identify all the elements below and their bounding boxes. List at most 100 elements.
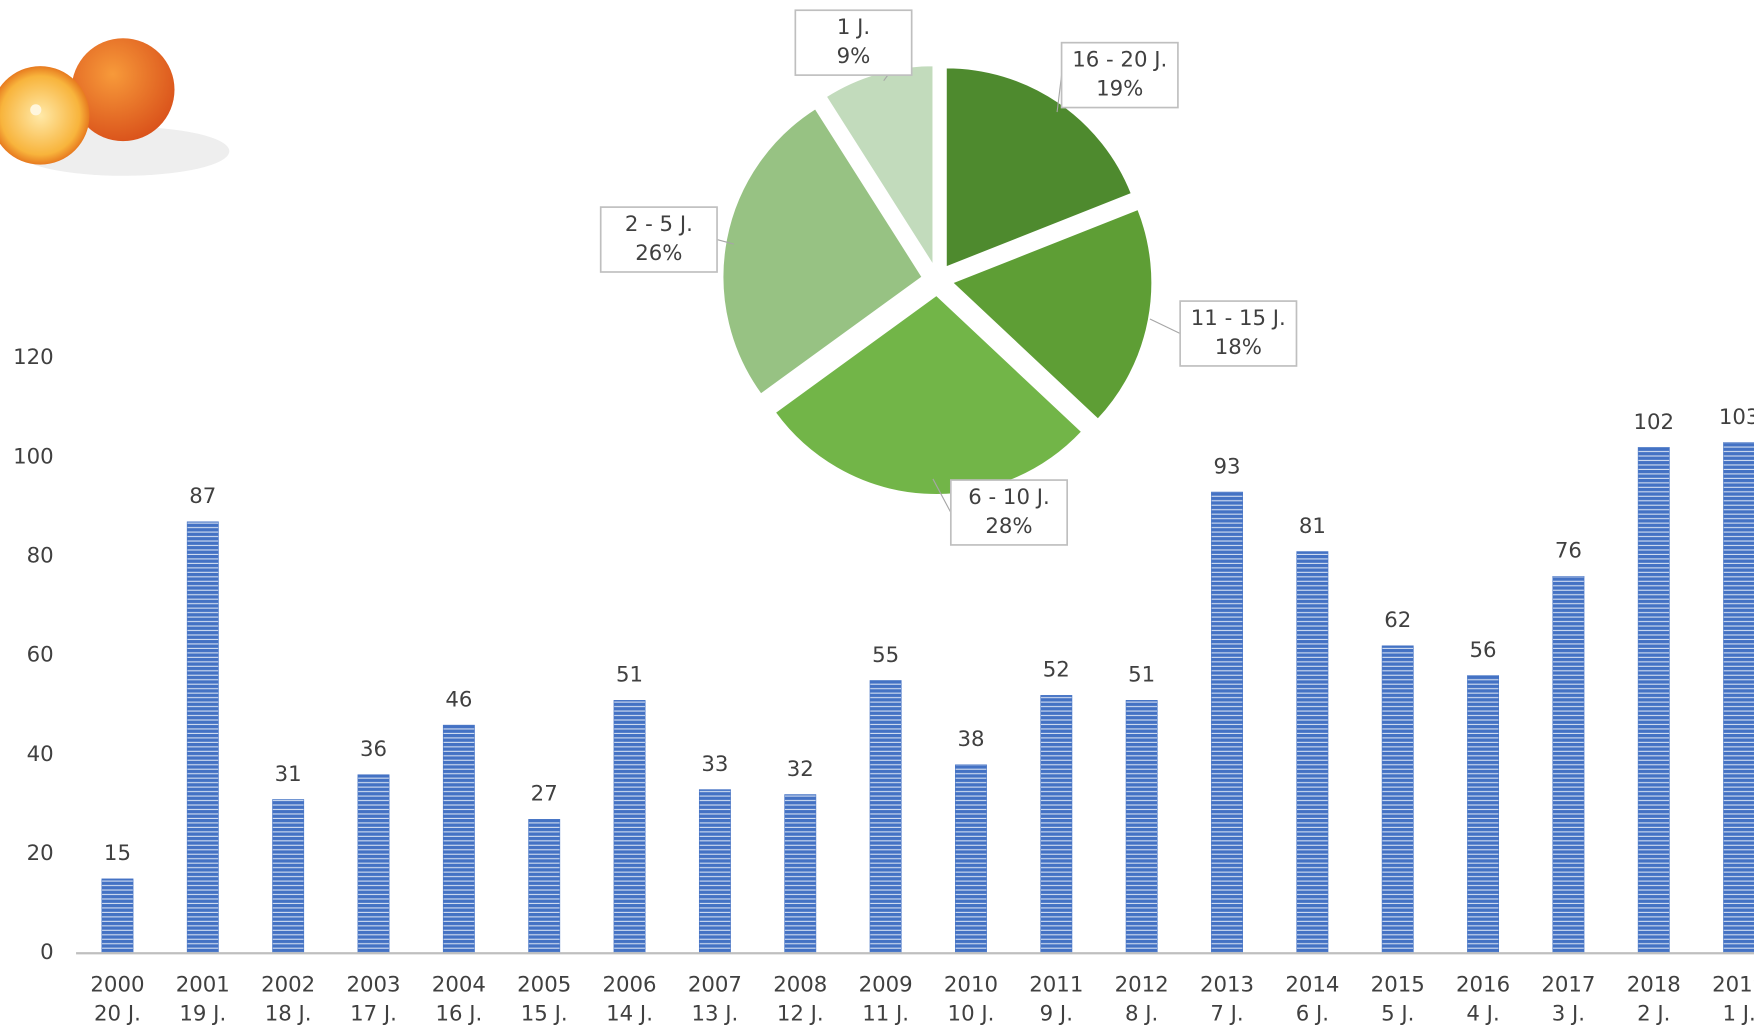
pie-slice (951, 208, 1153, 420)
bar (869, 680, 902, 954)
data-label: 51 (1128, 663, 1155, 688)
x-tick-label: 16 J. (435, 1002, 482, 1025)
x-tick-label: 4 J. (1466, 1002, 1499, 1025)
data-label: 51 (616, 663, 643, 688)
data-label: 15 (104, 841, 131, 866)
bar (1125, 700, 1158, 954)
data-label: 87 (189, 484, 216, 509)
bar (1467, 675, 1500, 954)
bar (613, 700, 646, 954)
slice-value-label: 19% (1096, 77, 1143, 102)
label-box (1060, 41, 1179, 109)
data-label: 31 (275, 762, 302, 787)
x-tick-label: 2004 (432, 973, 486, 998)
x-tick-label: 2012 (1115, 973, 1169, 998)
x-tick-label: 2003 (346, 973, 400, 998)
bar (101, 878, 134, 954)
data-label: 52 (1043, 658, 1070, 683)
data-label: 32 (787, 757, 814, 782)
slice-value-label: 18% (1215, 335, 1262, 360)
x-tick-label: 1 J. (1722, 1002, 1754, 1025)
data-label: 38 (957, 727, 984, 752)
bar (528, 819, 561, 954)
slice-label: 2 - 5 J. (625, 212, 693, 237)
x-tick-label: 6 J. (1296, 1002, 1329, 1025)
bar (442, 724, 475, 954)
bar (272, 799, 305, 954)
x-tick-label: 2018 (1627, 973, 1681, 998)
data-label: 27 (531, 782, 558, 807)
data-label: 36 (360, 737, 387, 762)
x-tick-label: 2001 (176, 973, 230, 998)
x-tick-label: 2 J. (1637, 1002, 1670, 1025)
y-tick-label: 40 (27, 742, 54, 767)
bar (357, 774, 390, 954)
x-tick-label: 2019 (1712, 973, 1754, 998)
y-tick-label: 0 (40, 940, 54, 965)
data-label: 33 (701, 752, 728, 777)
x-tick-label: 14 J. (606, 1002, 653, 1025)
bar (1381, 645, 1414, 954)
slice-label: 16 - 20 J. (1072, 48, 1167, 73)
data-label: 55 (872, 643, 899, 668)
x-tick-label: 2016 (1456, 973, 1510, 998)
label-box (599, 206, 718, 273)
x-tick-label: 2008 (773, 973, 827, 998)
x-tick-label: 2013 (1200, 973, 1254, 998)
x-tick-label: 2015 (1371, 973, 1425, 998)
data-label: 56 (1470, 638, 1497, 663)
x-tick-label: 2002 (261, 973, 315, 998)
bar (784, 794, 817, 954)
slice-value-label: 9% (837, 44, 871, 69)
data-label: 93 (1213, 454, 1240, 479)
y-tick-label: 120 (13, 345, 54, 370)
orange-illustration (0, 38, 230, 176)
data-label: 102 (1633, 410, 1674, 435)
x-tick-label: 2014 (1285, 973, 1339, 998)
x-tick-label: 2011 (1029, 973, 1083, 998)
label-box (794, 9, 913, 76)
y-tick-label: 20 (27, 841, 54, 866)
x-tick-label: 19 J. (179, 1002, 226, 1025)
x-tick-label: 10 J. (948, 1002, 995, 1025)
x-tick-label: 13 J. (691, 1002, 738, 1025)
slice-value-label: 28% (985, 514, 1032, 539)
y-tick-label: 60 (27, 643, 54, 668)
x-tick-label: 9 J. (1040, 1002, 1073, 1025)
bar (698, 789, 731, 954)
bar (1723, 442, 1754, 954)
y-tick-label: 100 (13, 444, 54, 469)
x-tick-label: 5 J. (1381, 1002, 1414, 1025)
x-tick-label: 18 J. (265, 1002, 312, 1025)
x-tick-label: 15 J. (521, 1002, 568, 1025)
x-tick-label: 2005 (517, 973, 571, 998)
x-tick-label: 17 J. (350, 1002, 397, 1025)
x-tick-label: 2007 (688, 973, 742, 998)
label-box (1179, 300, 1298, 367)
bar (1211, 491, 1243, 954)
leader-line (932, 478, 952, 513)
data-label: 76 (1555, 539, 1582, 564)
x-tick-label: 2017 (1541, 973, 1595, 998)
bar (1552, 576, 1585, 954)
leader-line (716, 239, 734, 245)
pie-slice (774, 294, 1083, 496)
bar (186, 521, 219, 954)
x-tick-label: 2009 (859, 973, 913, 998)
bar (1637, 447, 1670, 954)
x-tick-label: 7 J. (1210, 1002, 1243, 1025)
slice-label: 6 - 10 J. (968, 485, 1050, 510)
slice-label: 1 J. (837, 15, 870, 40)
x-tick-label: 12 J. (777, 1002, 824, 1025)
label-box (949, 479, 1069, 546)
bar (1040, 695, 1073, 954)
slice-label: 11 - 15 J. (1191, 306, 1286, 331)
x-tick-label: 3 J. (1552, 1002, 1585, 1025)
pie-slice (722, 108, 923, 395)
slice-value-label: 26% (635, 241, 682, 266)
x-tick-label: 2010 (944, 973, 998, 998)
data-label: 62 (1384, 608, 1411, 633)
y-tick-label: 80 (27, 543, 54, 568)
data-label: 81 (1299, 514, 1326, 539)
